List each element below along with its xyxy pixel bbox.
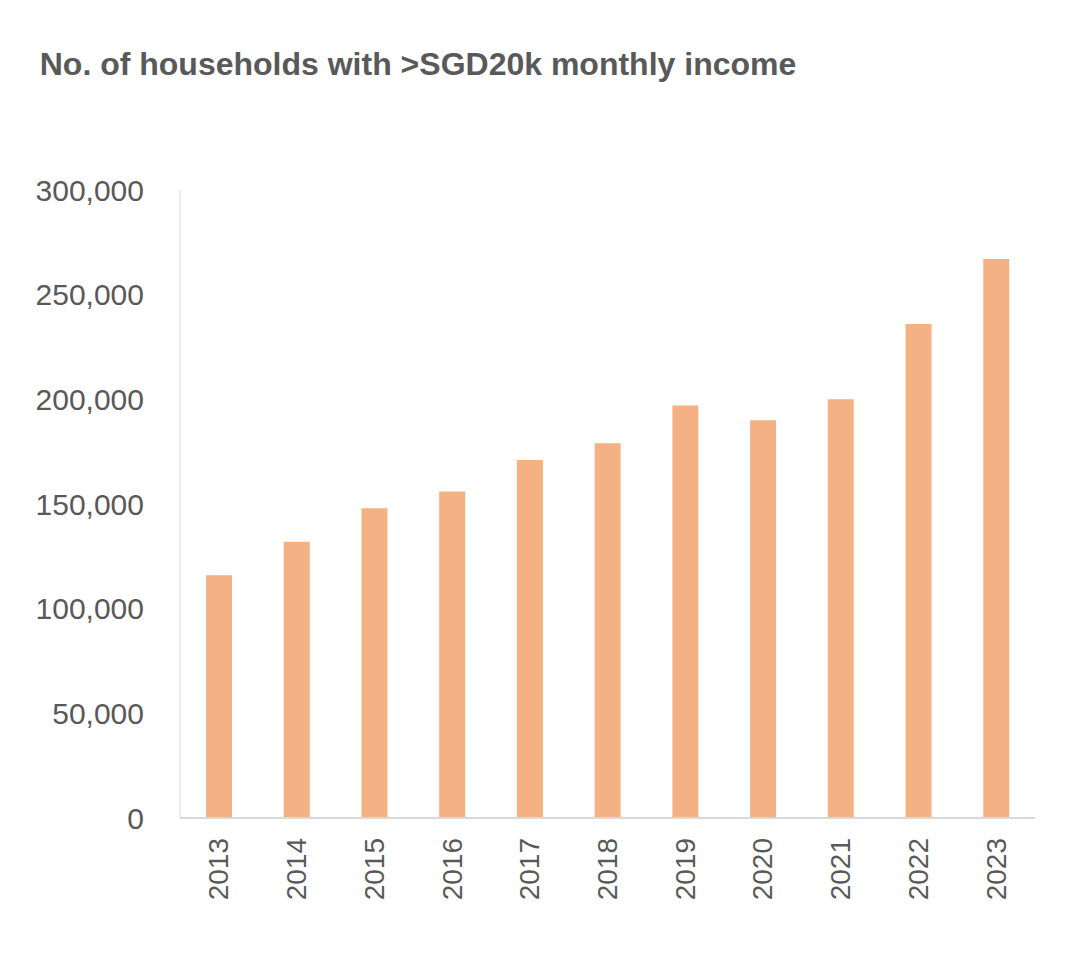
svg-text:2016: 2016 xyxy=(437,838,468,900)
svg-text:250,000: 250,000 xyxy=(36,278,144,311)
svg-text:300,000: 300,000 xyxy=(36,174,144,207)
svg-text:2013: 2013 xyxy=(203,838,234,900)
svg-text:2017: 2017 xyxy=(514,838,545,900)
svg-text:2019: 2019 xyxy=(670,838,701,900)
svg-text:50,000: 50,000 xyxy=(52,697,144,730)
svg-text:2021: 2021 xyxy=(825,838,856,900)
svg-text:2022: 2022 xyxy=(903,838,934,900)
svg-text:2023: 2023 xyxy=(981,838,1012,900)
html-text:No. of households with >SGD20k: No. of households with >SGD20k monthly i… xyxy=(39,46,797,82)
svg-text:2015: 2015 xyxy=(359,838,390,900)
svg-text:0: 0 xyxy=(127,802,144,835)
svg-text:2020: 2020 xyxy=(747,838,778,900)
svg-text:150,000: 150,000 xyxy=(36,488,144,521)
svg-text:200,000: 200,000 xyxy=(36,383,144,416)
svg-text:100,000: 100,000 xyxy=(36,592,144,625)
svg-text:2014: 2014 xyxy=(281,838,312,900)
svg-text:2018: 2018 xyxy=(592,838,623,900)
